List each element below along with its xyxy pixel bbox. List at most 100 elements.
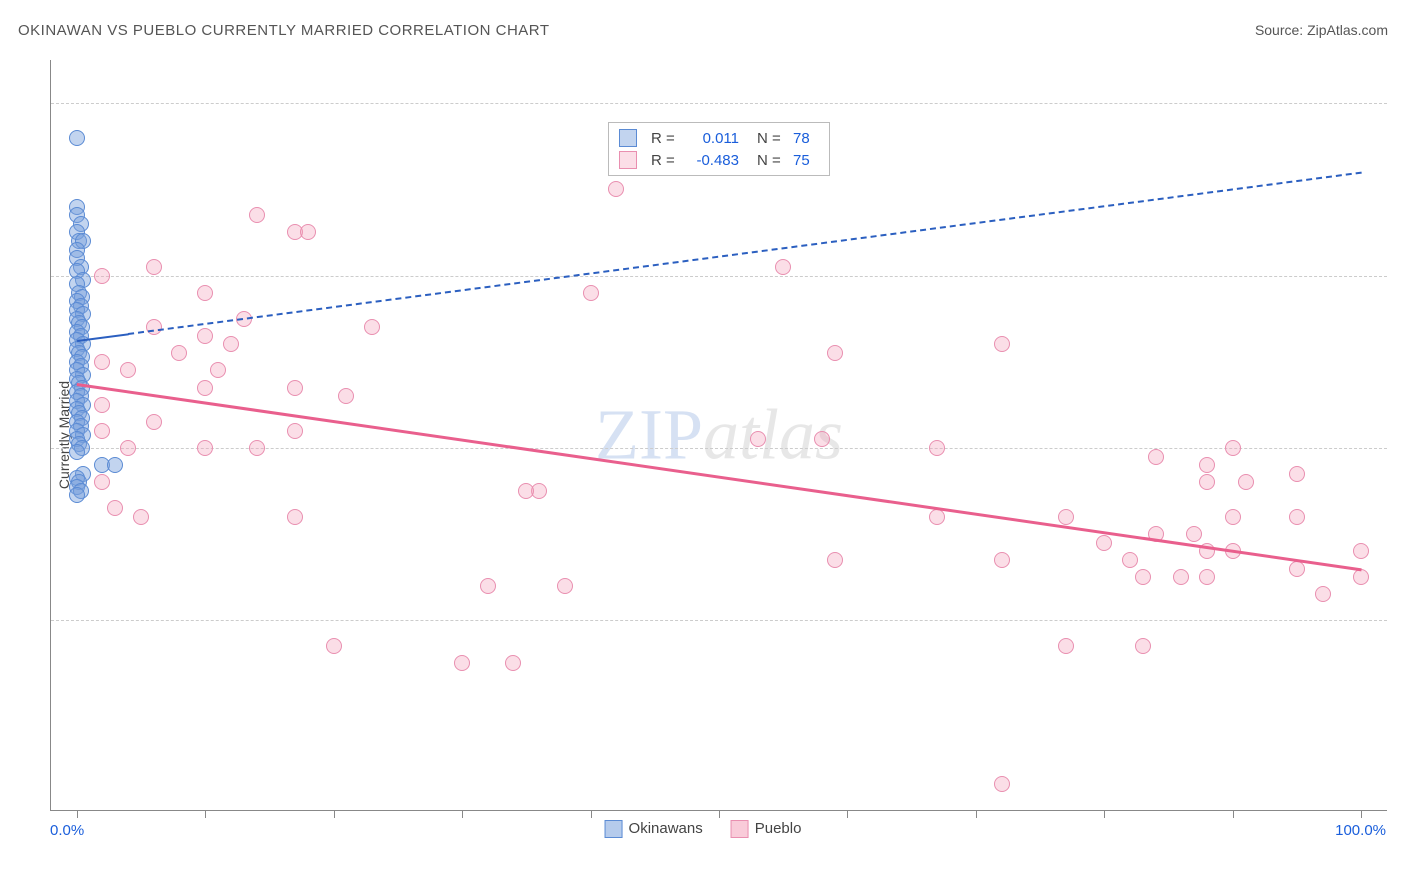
stats-row: R = 0.011 N = 78 <box>619 127 819 149</box>
y-tick-label: 80.0% <box>1392 95 1406 112</box>
chart-title: OKINAWAN VS PUEBLO CURRENTLY MARRIED COR… <box>18 22 550 39</box>
legend-item: Okinawans <box>605 820 703 838</box>
data-point <box>994 336 1010 352</box>
data-point <box>120 362 136 378</box>
legend-swatch <box>605 820 623 838</box>
series-swatch <box>619 151 637 169</box>
data-point <box>814 431 830 447</box>
data-point <box>300 224 316 240</box>
data-point <box>929 509 945 525</box>
data-point <box>94 423 110 439</box>
trend-line <box>76 383 1361 571</box>
stat-label-r: R = <box>651 130 679 147</box>
data-point <box>518 483 534 499</box>
data-point <box>197 285 213 301</box>
data-point <box>1353 569 1369 585</box>
data-point <box>107 500 123 516</box>
x-tick <box>334 810 335 818</box>
stat-label-n: N = <box>757 152 785 169</box>
data-point <box>827 345 843 361</box>
gridline-h <box>51 276 1387 277</box>
data-point <box>69 487 85 503</box>
data-point <box>1353 543 1369 559</box>
data-point <box>146 319 162 335</box>
stat-value-n: 78 <box>793 130 819 147</box>
data-point <box>1122 552 1138 568</box>
stats-row: R = -0.483 N = 75 <box>619 149 819 171</box>
data-point <box>994 552 1010 568</box>
data-point <box>197 440 213 456</box>
data-point <box>557 578 573 594</box>
gridline-h <box>51 620 1387 621</box>
data-point <box>1289 509 1305 525</box>
data-point <box>146 259 162 275</box>
data-point <box>210 362 226 378</box>
data-point <box>1186 526 1202 542</box>
data-point <box>1173 569 1189 585</box>
data-point <box>454 655 470 671</box>
data-point <box>197 380 213 396</box>
data-point <box>583 285 599 301</box>
stat-value-r: -0.483 <box>687 152 739 169</box>
x-tick <box>1104 810 1105 818</box>
x-tick <box>1361 810 1362 818</box>
data-point <box>1148 449 1164 465</box>
x-tick <box>462 810 463 818</box>
plot-area: ZIPatlas R =0.011N =78R =-0.483N =75 20.… <box>50 60 1387 811</box>
legend-label: Pueblo <box>755 820 802 837</box>
data-point <box>1289 466 1305 482</box>
data-point <box>1199 474 1215 490</box>
data-point <box>775 259 791 275</box>
data-point <box>223 336 239 352</box>
data-point <box>750 431 766 447</box>
stat-label-n: N = <box>757 130 785 147</box>
legend-item: Pueblo <box>731 820 802 838</box>
data-point <box>69 130 85 146</box>
data-point <box>608 181 624 197</box>
data-point <box>287 423 303 439</box>
data-point <box>94 474 110 490</box>
data-point <box>929 440 945 456</box>
data-point <box>94 268 110 284</box>
data-point <box>1225 440 1241 456</box>
x-tick <box>847 810 848 818</box>
data-point <box>120 440 136 456</box>
gridline-h <box>51 103 1387 104</box>
x-tick <box>1233 810 1234 818</box>
stats-legend: R = 0.011 N = 78 R = -0.483 N = 75 <box>608 122 830 176</box>
data-point <box>505 655 521 671</box>
y-tick-label: 20.0% <box>1392 612 1406 629</box>
data-point <box>69 444 85 460</box>
y-tick-label: 60.0% <box>1392 267 1406 284</box>
legend-swatch <box>731 820 749 838</box>
data-point <box>287 509 303 525</box>
data-point <box>1058 509 1074 525</box>
stat-label-r: R = <box>651 152 679 169</box>
data-point <box>338 388 354 404</box>
data-point <box>146 414 162 430</box>
data-point <box>364 319 380 335</box>
data-point <box>249 207 265 223</box>
data-point <box>1058 638 1074 654</box>
data-point <box>326 638 342 654</box>
data-point <box>1135 638 1151 654</box>
x-axis-min-label: 0.0% <box>50 822 84 839</box>
x-axis-max-label: 100.0% <box>1335 822 1386 839</box>
data-point <box>1199 569 1215 585</box>
data-point <box>827 552 843 568</box>
data-point <box>1225 509 1241 525</box>
y-tick-label: 40.0% <box>1392 439 1406 456</box>
legend-bottom: Okinawans Pueblo <box>605 820 802 838</box>
data-point <box>94 354 110 370</box>
data-point <box>1199 457 1215 473</box>
source-label: Source: ZipAtlas.com <box>1255 22 1388 38</box>
x-tick <box>205 810 206 818</box>
stat-value-n: 75 <box>793 152 819 169</box>
stat-value-r: 0.011 <box>687 130 739 147</box>
data-point <box>1238 474 1254 490</box>
x-tick <box>719 810 720 818</box>
data-point <box>1315 586 1331 602</box>
data-point <box>107 457 123 473</box>
data-point <box>1096 535 1112 551</box>
data-point <box>249 440 265 456</box>
